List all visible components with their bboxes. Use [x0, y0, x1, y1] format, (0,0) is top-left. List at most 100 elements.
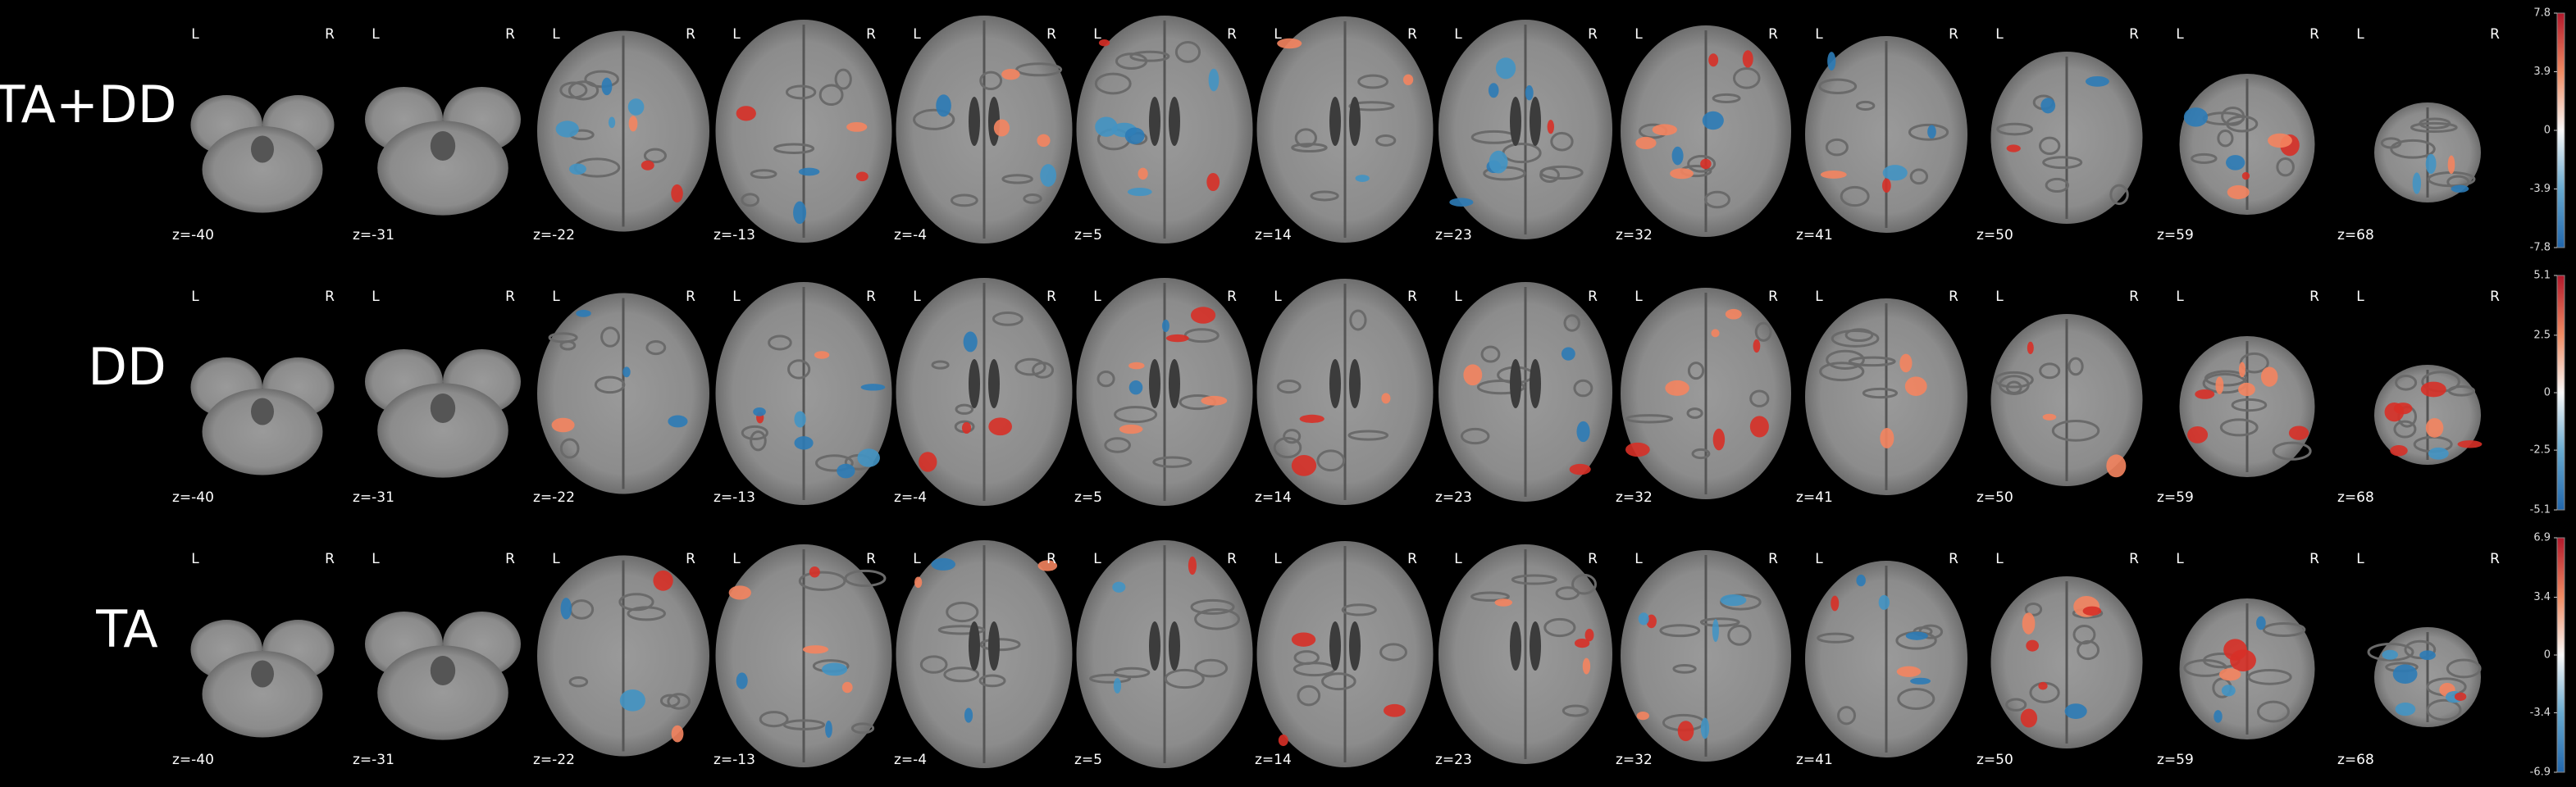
slice-label: z=41: [1796, 752, 1833, 768]
colorbar-tick-label: -3.9: [2530, 183, 2551, 195]
orientation-left: L: [732, 551, 741, 567]
gyrus: [600, 326, 621, 348]
gyrus: [759, 711, 789, 728]
gyrus: [1310, 190, 1339, 202]
activation-blob: [2392, 664, 2418, 685]
brain-slice: [365, 612, 521, 740]
stem: [251, 660, 274, 688]
orientation-right: R: [1227, 551, 1237, 567]
activation-blob: [1881, 178, 1891, 193]
gyrus: [2393, 420, 2417, 439]
stem: [430, 394, 456, 423]
activation-blob: [1712, 619, 1719, 643]
gyrus: [1897, 688, 1935, 710]
activation-blob: [2412, 172, 2422, 194]
ventricle: [1169, 359, 1180, 408]
activation-blob: [753, 407, 766, 416]
activation-blob: [1206, 172, 1220, 192]
colorbar-tick-label: 3.4: [2533, 591, 2551, 603]
orientation-right: R: [1768, 26, 1778, 43]
gyrus: [2068, 357, 2084, 376]
activation-blob: [1277, 38, 1302, 49]
gyrus: [773, 143, 815, 154]
gyrus: [1375, 134, 1397, 147]
slice-label: z=-22: [533, 489, 575, 506]
activation-blob: [1574, 639, 1590, 648]
orientation-right: R: [866, 289, 876, 305]
activation-blob: [825, 721, 832, 738]
activation-blob: [736, 106, 756, 121]
brain-slice: [1621, 25, 1791, 237]
gyrus: [1283, 429, 1302, 444]
orientation-left: L: [552, 26, 560, 43]
slice-label: z=32: [1616, 227, 1653, 243]
gyrus: [1321, 672, 1356, 691]
activation-blob: [963, 331, 978, 353]
slice-label: z=-31: [353, 227, 394, 243]
activation-blob: [1037, 560, 1058, 571]
brain-slice: [715, 20, 892, 243]
slice-label: z=68: [2337, 752, 2374, 768]
activation-blob: [608, 116, 616, 129]
brain-slice: [896, 540, 1073, 768]
gyrus: [568, 80, 600, 101]
colorbar-tick-label: -6.9: [2530, 767, 2551, 779]
slice-label: z=68: [2337, 227, 2374, 243]
ventricle: [969, 621, 980, 671]
activation-blob: [964, 707, 973, 723]
activation-blob: [1449, 198, 1474, 207]
activation-blob: [2425, 418, 2444, 438]
orientation-left: L: [1635, 551, 1643, 567]
slice-label: z=23: [1435, 489, 1472, 506]
orientation-left: L: [552, 289, 560, 305]
gyrus: [1687, 155, 1717, 173]
gyrus: [919, 655, 948, 674]
activation-blob: [1138, 167, 1148, 180]
activation-blob: [1112, 581, 1126, 593]
orientation-left: L: [191, 551, 199, 567]
orientation-right: R: [505, 289, 515, 305]
slice-label: z=32: [1616, 489, 1653, 506]
gyrus: [1348, 101, 1395, 111]
brain-slice: [1990, 576, 2143, 748]
orientation-left: L: [2356, 26, 2364, 43]
activation-blob: [1165, 334, 1189, 343]
activation-blob: [988, 417, 1013, 436]
activation-blob: [2419, 650, 2436, 661]
orientation-right: R: [1768, 551, 1778, 567]
slice-label: z=-13: [714, 752, 755, 768]
gyrus: [1996, 122, 2034, 136]
gyrus: [979, 71, 1003, 91]
slice-label: z=23: [1435, 227, 1472, 243]
activation-blob: [1201, 395, 1228, 406]
activation-blob: [555, 121, 579, 138]
activation-blob: [2390, 445, 2408, 457]
gyrus: [1014, 357, 1046, 376]
activation-blob: [1635, 136, 1657, 150]
stem: [430, 131, 456, 161]
activation-blob: [1711, 329, 1720, 338]
ventricle: [1149, 97, 1160, 146]
activation-blob: [1753, 339, 1761, 353]
slice-label: z=14: [1255, 227, 1292, 243]
gyrus: [1349, 309, 1367, 331]
activation-blob: [1702, 111, 1724, 130]
ventricle: [1349, 621, 1361, 671]
gyrus: [1691, 448, 1711, 460]
slice-label: z=-4: [894, 227, 927, 243]
colorbar-tick-label: 6.9: [2533, 532, 2551, 544]
cerebellum: [377, 645, 508, 740]
slice-label: z=32: [1616, 752, 1653, 768]
activation-blob: [1910, 677, 1931, 685]
activation-blob: [1488, 83, 1499, 98]
activation-blob: [1208, 68, 1220, 92]
gyrus: [850, 722, 875, 735]
gyrus: [1625, 414, 1674, 424]
gyrus: [645, 339, 667, 356]
cerebellum: [377, 383, 508, 478]
gyrus: [1844, 328, 1874, 343]
activation-blob: [576, 309, 591, 317]
activation-blob: [1712, 428, 1726, 451]
orientation-left: L: [2356, 289, 2364, 305]
